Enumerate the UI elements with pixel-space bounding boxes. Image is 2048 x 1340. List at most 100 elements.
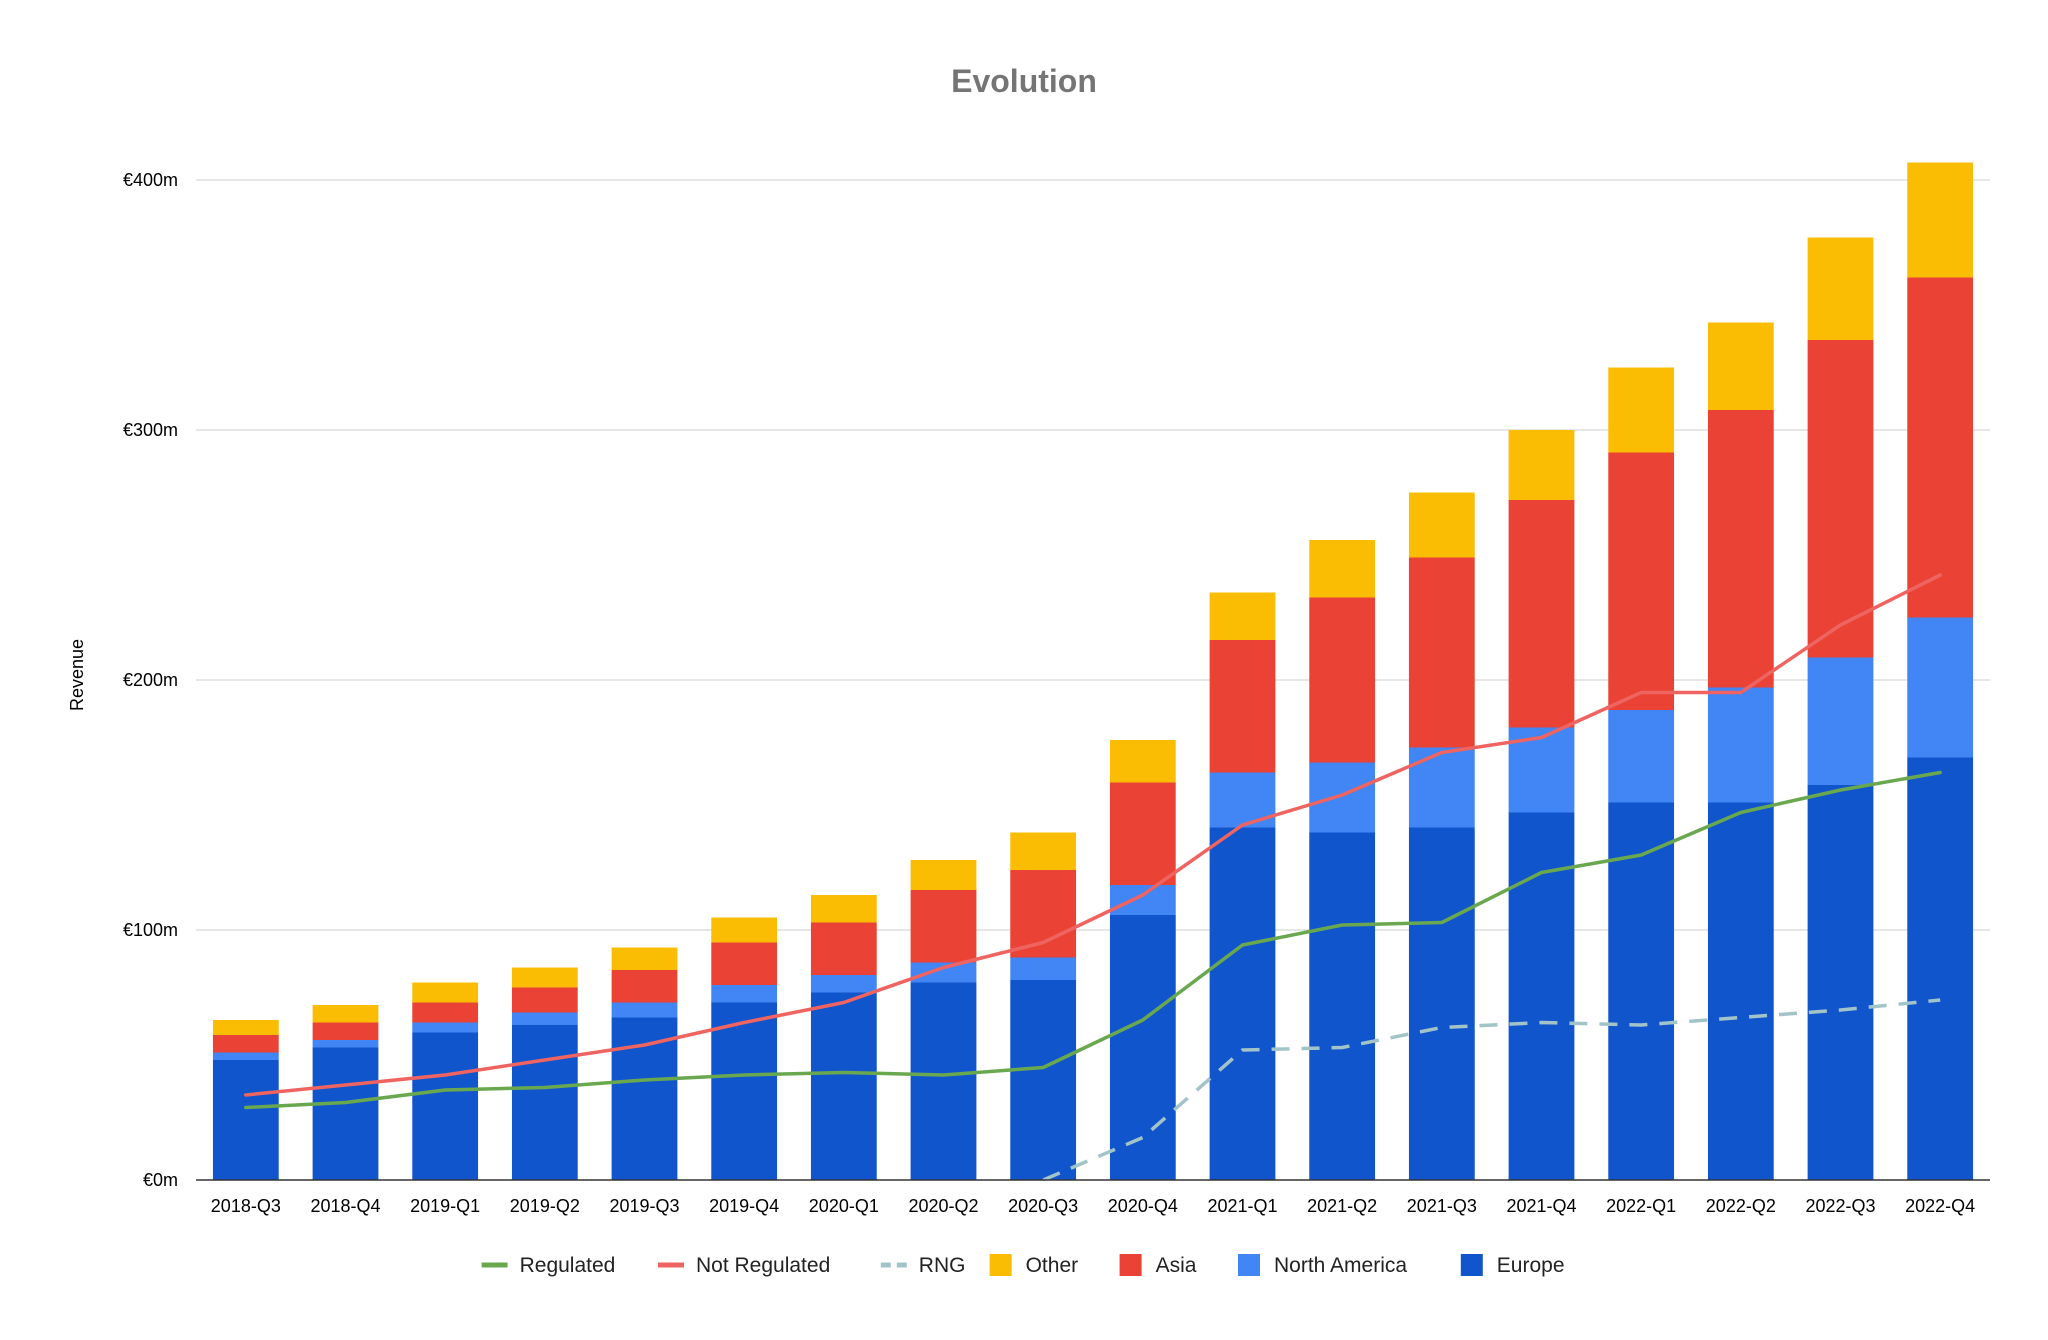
bar-segment-europe [412,1032,479,1180]
bar-segment-europe [611,1017,678,1180]
bar-segment-other [212,1020,279,1035]
bar-segment-north-america [910,962,977,983]
bar-segment-asia [212,1035,279,1053]
legend-item-north-america: North America [1238,1254,1407,1277]
bar-segment-north-america [1408,747,1475,828]
x-tick-label: 2022-Q4 [1905,1196,1975,1216]
legend-label: Not Regulated [696,1254,830,1277]
bar-segment-europe [1707,802,1774,1180]
bar-segment-other [1907,162,1974,278]
bars [212,162,1974,1180]
legend-label: RNG [919,1254,966,1277]
bar-segment-asia [511,987,578,1013]
bar-segment-other [312,1005,379,1023]
x-tick-label: 2019-Q2 [510,1196,580,1216]
bar-segment-north-america [1907,617,1974,758]
bar-segment-asia [1209,640,1276,773]
legend-label: North America [1274,1254,1407,1277]
bar-segment-other [1508,430,1575,500]
y-tick-label: €400m [123,170,178,190]
bar-segment-other [1109,740,1176,783]
bar-segment-north-america [1608,710,1675,803]
legend-label: Regulated [520,1254,616,1277]
bar-segment-europe [1408,827,1475,1180]
series-lines [244,573,1942,1182]
bar-segment-north-america [312,1040,379,1048]
bar-segment-europe [1010,980,1077,1180]
bar-segment-asia [1408,557,1475,748]
legend-label: Other [1026,1254,1079,1277]
legend-item-europe: Europe [1460,1254,1565,1277]
x-tick-label: 2020-Q1 [809,1196,879,1216]
bar-segment-north-america [1309,762,1376,833]
legend-item-regulated: Regulated [481,1254,616,1277]
x-tick-label: 2018-Q3 [211,1196,281,1216]
bar-segment-north-america [611,1002,678,1018]
bar-segment-other [810,895,877,923]
line-not-regulated [244,573,1942,1097]
bar-segment-asia [1707,410,1774,688]
bar-segment-europe [1109,915,1176,1180]
bar-segment-other [910,860,977,890]
bar-segment-other [1807,237,1874,340]
legend-swatch [989,1254,1012,1276]
bar-segment-other [1010,832,1077,870]
bar-segment-other [412,982,479,1003]
y-tick-label: €100m [123,920,178,940]
legend: Regulated Not Regulated RNG Other Asia North … [481,1254,1565,1277]
legend-swatch [1119,1254,1142,1276]
bar-segment-asia [1508,500,1575,728]
x-tick-label: 2022-Q3 [1805,1196,1875,1216]
x-tick-label: 2020-Q4 [1108,1196,1178,1216]
bar-segment-north-america [1807,657,1874,785]
bar-segment-asia [1807,340,1874,658]
line-regulated [244,770,1942,1110]
axes: €0m €100m €200m €300m €400m 2018-Q3 2018-Q4 201… [123,170,1990,1216]
bar-segment-north-america [212,1052,279,1060]
y-tick-label: €0m [143,1170,178,1190]
x-tick-label: 2020-Q2 [908,1196,978,1216]
bar-segment-europe [1907,757,1974,1180]
bar-segment-north-america [1707,687,1774,803]
x-tick-label: 2018-Q4 [310,1196,380,1216]
bar-segment-asia [711,942,778,985]
bar-segment-asia [611,970,678,1003]
bar-segment-asia [910,890,977,963]
legend-item-rng: RNG [880,1254,966,1277]
bar-segment-other [1707,322,1774,410]
bar-segment-asia [1010,870,1077,958]
legend-item-other: Other [989,1254,1079,1277]
legend-item-asia: Asia [1119,1254,1197,1277]
bar-segment-europe [511,1025,578,1180]
y-tick-label: €300m [123,420,178,440]
bar-segment-europe [1309,832,1376,1180]
bar-segment-asia [312,1022,379,1040]
bar-segment-north-america [810,975,877,993]
legend-label: Europe [1497,1254,1565,1277]
x-tick-label: 2020-Q3 [1008,1196,1078,1216]
bar-segment-europe [711,1002,778,1180]
x-tick-label: 2021-Q3 [1407,1196,1477,1216]
bar-segment-europe [212,1060,279,1180]
bar-segment-north-america [412,1022,479,1033]
bar-segment-north-america [1010,957,1077,980]
legend-label: Asia [1156,1254,1197,1277]
y-axis-label: Revenue [67,639,87,711]
bar-segment-north-america [711,985,778,1003]
chart-title: Evolution [951,63,1097,99]
bar-segment-asia [412,1002,479,1023]
legend-swatch [1238,1254,1260,1276]
bar-segment-europe [1209,827,1276,1180]
x-tick-label: 2019-Q1 [410,1196,480,1216]
x-tick-label: 2019-Q3 [609,1196,679,1216]
bar-segment-other [511,967,578,988]
bar-segment-other [1209,592,1276,640]
bar-segment-other [1309,540,1376,598]
legend-swatch [1460,1254,1483,1276]
line-rng [1042,998,1941,1182]
x-tick-label: 2022-Q2 [1706,1196,1776,1216]
bar-segment-asia [810,922,877,975]
bar-segment-other [711,917,778,943]
